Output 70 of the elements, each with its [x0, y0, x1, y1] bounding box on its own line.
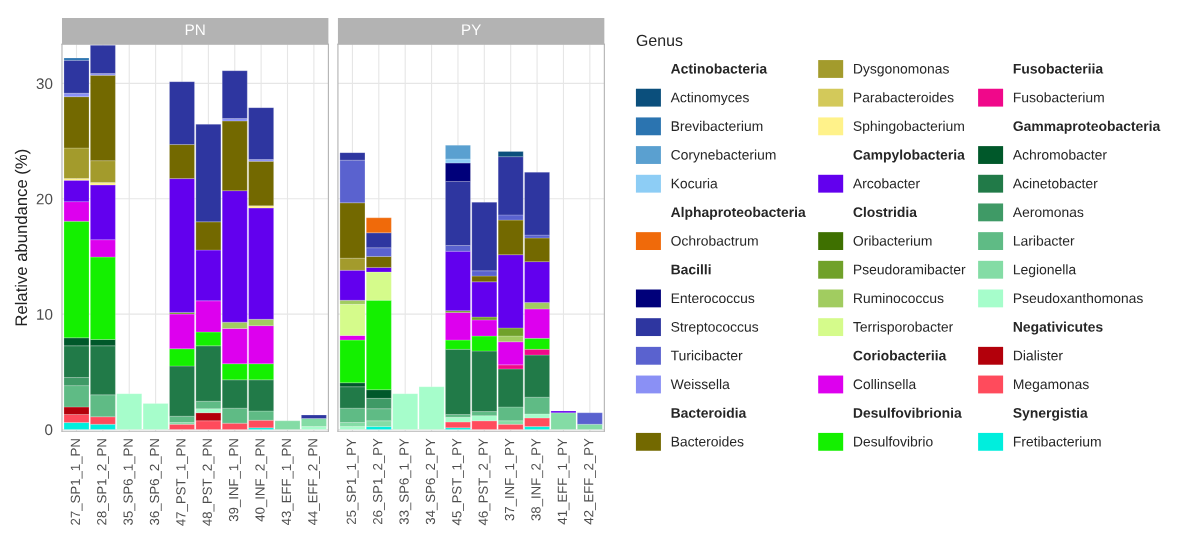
y-tick-label: 20: [36, 193, 53, 205]
chart-title: PN: [185, 24, 205, 35]
legend-label: Legionella: [1013, 264, 1077, 278]
text: Coriobacteriia: [853, 350, 947, 361]
y-tick-label: 10: [37, 308, 53, 320]
chart-title: PY: [462, 24, 481, 35]
legend-label: Terrisporobacter: [853, 321, 954, 335]
legend-label: Brevibacterium: [671, 120, 763, 132]
legend-label: Arcobacter: [852, 178, 920, 189]
text: Desulfovibrionia: [853, 407, 962, 418]
legend-label: Fusobacterium: [1013, 92, 1104, 103]
x-tick-label: 43_EFF_1_PN: [281, 439, 294, 526]
text: Gammaproteobacteria: [1013, 120, 1161, 134]
text: Bacilli: [671, 264, 711, 275]
x-tick-label: 27_SP1_1_PN: [70, 439, 83, 525]
x-tick-label: 45_PST_1_PY: [452, 438, 464, 526]
legend-label: Desulfovibrio: [854, 436, 933, 447]
legend-label: Oribacterium: [853, 235, 932, 246]
text: Campylobacteria: [853, 149, 965, 163]
x-tick-label: 46_PST_2_PY: [478, 438, 491, 526]
text: Bacteroidia: [671, 407, 747, 418]
text: Clostridia: [853, 206, 918, 218]
legend-label: Aeromonas: [1012, 207, 1084, 218]
legend-label: Pseudoramibacter: [854, 264, 966, 275]
y-tick-label: 0: [45, 424, 53, 436]
x-tick-label: 25_SP1_1_PY: [346, 438, 359, 525]
x-tick-label: 26_SP1_2_PY: [373, 438, 385, 525]
legend-label: Enterococcus: [671, 293, 755, 304]
text: Alphaproteobacteria: [670, 206, 806, 220]
x-tick-label: 48_PST_2_PN: [202, 439, 215, 526]
x-tick-label: 37_INF_1_PY: [504, 438, 517, 521]
legend-label: Acinetobacter: [1012, 178, 1098, 189]
legend-label: Corynebacterium: [671, 149, 776, 163]
text: Synergistia: [1013, 407, 1088, 421]
x-tick-label: 42_EFF_2_PY: [584, 438, 596, 525]
x-tick-label: 38_INF_2_PY: [531, 438, 544, 521]
legend-label: Laribacter: [1013, 235, 1075, 246]
x-tick-label: 41_EFF_1_PY: [557, 438, 570, 525]
text: Negativicutes: [1013, 321, 1103, 335]
legend-label: Streptococcus: [671, 321, 759, 335]
legend-label: Sphingobacterium: [853, 120, 964, 134]
x-tick-label: 33_SP6_1_PY: [399, 438, 412, 525]
legend-label: Dialister: [1013, 350, 1063, 361]
text: Actinobacteria: [670, 63, 768, 74]
legend-label: Ruminococcus: [854, 292, 944, 304]
legend-label: Parabacteroides: [854, 92, 954, 103]
legend-label: Achromobacter: [1012, 149, 1107, 160]
x-tick-label: 28_SP1_2_PN: [97, 439, 109, 525]
x-tick-label: 36_SP6_2_PN: [149, 439, 162, 525]
x-tick-label: 35_SP6_1_PN: [123, 439, 136, 525]
legend-title: Genus: [636, 34, 683, 47]
legend-label: Fretibacterium: [1013, 436, 1101, 447]
legend-label: Pseudoxanthomonas: [1013, 292, 1143, 304]
x-tick-label: 39_INF_1_PN: [228, 439, 241, 522]
legend-label: Turicibacter: [670, 350, 743, 361]
legend-label: Bacteroides: [671, 436, 744, 447]
y-tick-label: 30: [36, 78, 53, 90]
legend-label: Dysgonomonas: [854, 63, 949, 77]
legend-label: Actinomyces: [670, 92, 749, 106]
text: Fusobacteriia: [1013, 63, 1104, 74]
legend-label: Weissella: [670, 378, 730, 390]
x-tick-label: 47_PST_1_PN: [176, 439, 189, 526]
legend-label: Kocuria: [671, 178, 718, 189]
x-tick-label: 34_SP6_2_PY: [425, 438, 438, 525]
y-axis-title: Relative abundance (%): [14, 149, 31, 326]
legend-label: Ochrobactrum: [671, 235, 758, 246]
x-tick-label: 44_EFF_2_PN: [308, 439, 320, 526]
legend-label: Megamonas: [1013, 379, 1089, 392]
legend-label: Collinsella: [853, 378, 917, 390]
x-tick-label: 40_INF_2_PN: [255, 439, 268, 522]
